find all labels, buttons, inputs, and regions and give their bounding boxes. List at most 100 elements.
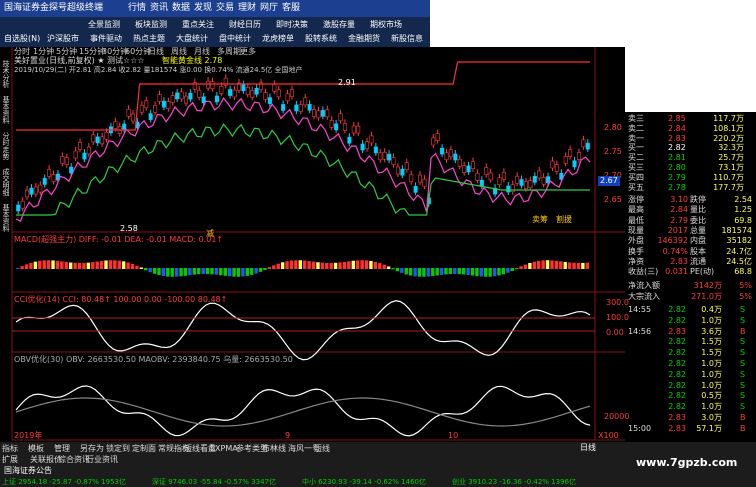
bottom-tab[interactable]: 管理 <box>54 444 70 453</box>
trade-side: S <box>740 315 746 325</box>
candle-body <box>42 178 47 185</box>
tool-button[interactable]: 大盘统计 <box>176 34 208 43</box>
side-tab[interactable]: 成交明细 <box>2 168 10 196</box>
index-ticker: 上证 2954.18 -25.87 -0.87% 1953亿 <box>2 478 126 486</box>
candle-body <box>33 186 38 195</box>
book-label: 卖二 <box>628 123 644 133</box>
bottom-tab[interactable]: 另存为 <box>80 444 104 453</box>
menu-item[interactable]: 资讯 <box>150 3 169 13</box>
tool-button[interactable]: 自选股(N) <box>4 34 41 43</box>
bottom-tab[interactable]: 参考类型 <box>236 444 268 453</box>
macd-bar <box>86 262 91 269</box>
candle-body <box>356 125 361 134</box>
book-volume: 117.7万 <box>713 114 744 123</box>
trade-price: 2.83 <box>668 326 686 336</box>
candle-body <box>298 104 303 112</box>
tool-button[interactable]: 龙虎榜单 <box>262 34 294 43</box>
bottom-tab[interactable]: 扩展 <box>2 455 18 464</box>
period-tab[interactable]: 月线 <box>194 47 210 56</box>
bottom-tab[interactable]: 定制面 <box>132 444 156 453</box>
bottom-tab[interactable]: 关联报价 <box>30 455 62 464</box>
menu-item[interactable]: 理财 <box>238 3 257 13</box>
bottom-tab[interactable]: 短线看盘 <box>184 444 216 453</box>
stat-label: 涨停 <box>628 195 644 204</box>
stat-value: 24.7亿 <box>726 246 752 256</box>
macd-bar <box>179 268 183 277</box>
macd-bar <box>386 266 391 269</box>
tool-button[interactable]: 新股信息 <box>391 34 423 43</box>
tool-button[interactable]: 财经日历 <box>229 20 261 29</box>
tool-button[interactable]: 股转系统 <box>305 34 337 43</box>
tool-button[interactable]: 重点关注 <box>182 20 214 29</box>
period-tab[interactable]: 多周期 <box>217 47 241 56</box>
bottom-tab[interactable]: 布林线 <box>262 444 286 453</box>
side-tab[interactable]: 基本资料 <box>2 204 10 232</box>
tool-button[interactable]: 事件驱动 <box>90 34 122 43</box>
candle-body <box>409 174 414 183</box>
index-ticker: 中小 6230.93 -39.14 -0.62% 1460亿 <box>302 478 426 486</box>
tool-button[interactable]: 盘中统计 <box>219 34 251 43</box>
menu-item[interactable]: 交易 <box>216 3 235 13</box>
candle-body <box>501 171 506 180</box>
macd-bar <box>117 260 121 269</box>
tool-button[interactable]: 全景监测 <box>88 20 120 29</box>
bottom-tab[interactable]: 综合资讯 <box>58 455 90 464</box>
macd-bar <box>272 265 276 269</box>
bottom-tab[interactable]: 短线 <box>314 444 330 453</box>
trade-side: B <box>740 413 746 422</box>
macd-bar <box>307 261 311 269</box>
side-tab[interactable]: 基本资料 <box>2 96 10 124</box>
stat-label: 跌停 <box>690 195 706 204</box>
flow-pct: 5% <box>739 281 752 290</box>
macd-bar <box>444 268 448 275</box>
tool-button[interactable]: 金融期货 <box>348 34 380 43</box>
macd-bar <box>38 260 42 269</box>
candle-body <box>316 110 321 119</box>
menu-item[interactable]: 网厅 <box>260 3 279 13</box>
period-tab[interactable]: 30分钟 <box>102 47 129 56</box>
bottom-tab[interactable]: 指标 <box>2 444 18 453</box>
candle-body <box>148 113 153 120</box>
period-tab[interactable]: 60分钟 <box>125 47 152 56</box>
candle-body <box>100 136 105 145</box>
side-tab[interactable]: 分时走势 <box>2 132 10 160</box>
macd-bar <box>369 260 373 269</box>
side-tab[interactable]: 技术分析 <box>2 60 10 88</box>
tool-button[interactable]: 板块监测 <box>135 20 167 29</box>
candle-body <box>192 82 197 90</box>
period-tab[interactable]: 周线 <box>171 47 187 56</box>
period-tab[interactable]: 1分钟 <box>33 47 55 56</box>
macd-bar <box>16 268 20 269</box>
period-tab[interactable]: 5分钟 <box>56 47 78 56</box>
macd-bar <box>77 262 82 269</box>
menu-item[interactable]: 客服 <box>282 3 301 13</box>
candle-body <box>214 95 219 103</box>
bottom-tab[interactable]: 模板 <box>28 444 44 453</box>
menu-item[interactable]: 发现 <box>194 3 213 13</box>
bottom-tab[interactable]: 海风一号 <box>288 444 320 453</box>
tool-button[interactable]: 热点主题 <box>133 34 165 43</box>
tool-button[interactable]: 即时决策 <box>276 20 308 29</box>
menu-item[interactable]: 数据 <box>172 3 191 13</box>
candle-body <box>73 150 78 159</box>
tool-button[interactable]: 期权市场 <box>370 20 402 29</box>
bottom-tab[interactable]: 行业资讯 <box>86 455 118 464</box>
period-tab[interactable]: 分时 <box>14 47 30 56</box>
tool-button[interactable]: 沪深股市 <box>47 34 79 43</box>
trade-time: 15:00 <box>628 423 652 433</box>
period-tab[interactable]: 更多 <box>240 47 256 56</box>
flow-label: 大宗流入 <box>628 292 660 301</box>
bottom-tab[interactable]: 常规指标 <box>158 444 190 453</box>
stat-label: 最高 <box>628 205 644 215</box>
period-tab[interactable]: 15分钟 <box>79 47 106 56</box>
bottom-tab[interactable]: 锁定到 <box>106 444 130 453</box>
period-tab[interactable]: 日线 <box>148 47 164 56</box>
bottom-tab[interactable]: EXPMA <box>210 444 238 453</box>
menu-item[interactable]: 行情 <box>128 3 147 13</box>
candle-body <box>82 152 87 160</box>
trade-side: S <box>740 402 746 412</box>
candle-body <box>413 186 418 193</box>
stat-label: 换手 <box>628 246 644 256</box>
tool-button[interactable]: 激股存量 <box>323 20 355 29</box>
stat-label: 股本 <box>690 246 706 256</box>
